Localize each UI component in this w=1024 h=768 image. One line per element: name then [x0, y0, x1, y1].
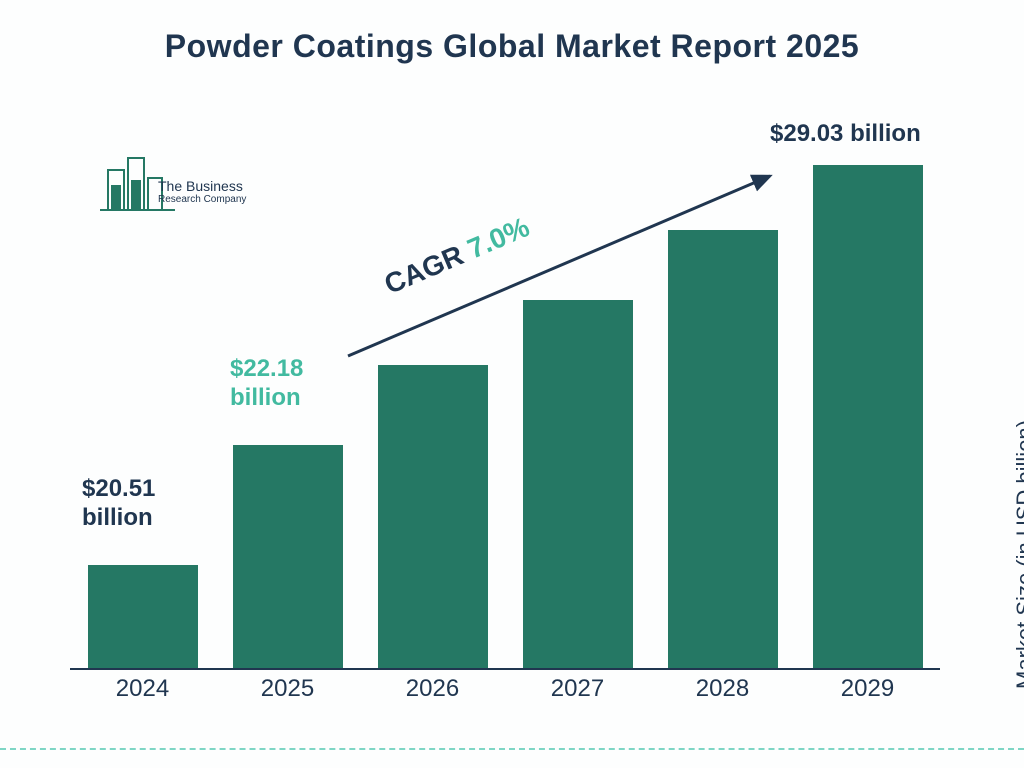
value-0: $20.51	[82, 475, 155, 502]
unit-0: billion	[82, 504, 155, 533]
xlabel-5: 2029	[808, 675, 928, 703]
footer-dashed-line	[0, 748, 1024, 750]
y-axis-label: Market Size (in USD billion)	[1012, 420, 1024, 689]
bar-2024	[88, 565, 198, 670]
xlabel-0: 2024	[83, 675, 203, 703]
xlabel-3: 2027	[518, 675, 638, 703]
bar-2029	[813, 165, 923, 670]
x-axis-labels: 2024 2025 2026 2027 2028 2029	[70, 675, 940, 703]
value-label-2029: $29.03 billion	[770, 120, 921, 149]
xlabel-4: 2028	[663, 675, 783, 703]
value-1: $22.18	[230, 355, 303, 382]
page-title: Powder Coatings Global Market Report 202…	[0, 0, 1024, 65]
bar-chart	[70, 130, 940, 670]
unit-1: billion	[230, 384, 303, 413]
bars-container	[70, 130, 940, 670]
bar-2028	[668, 230, 778, 670]
xlabel-1: 2025	[228, 675, 348, 703]
bar-2027	[523, 300, 633, 670]
value-2: $29.03 billion	[770, 120, 921, 147]
bar-2025	[233, 445, 343, 670]
x-axis-line	[70, 668, 940, 670]
xlabel-2: 2026	[373, 675, 493, 703]
bar-2026	[378, 365, 488, 670]
value-label-2024: $20.51 billion	[82, 475, 155, 533]
value-label-2025: $22.18 billion	[230, 355, 303, 413]
